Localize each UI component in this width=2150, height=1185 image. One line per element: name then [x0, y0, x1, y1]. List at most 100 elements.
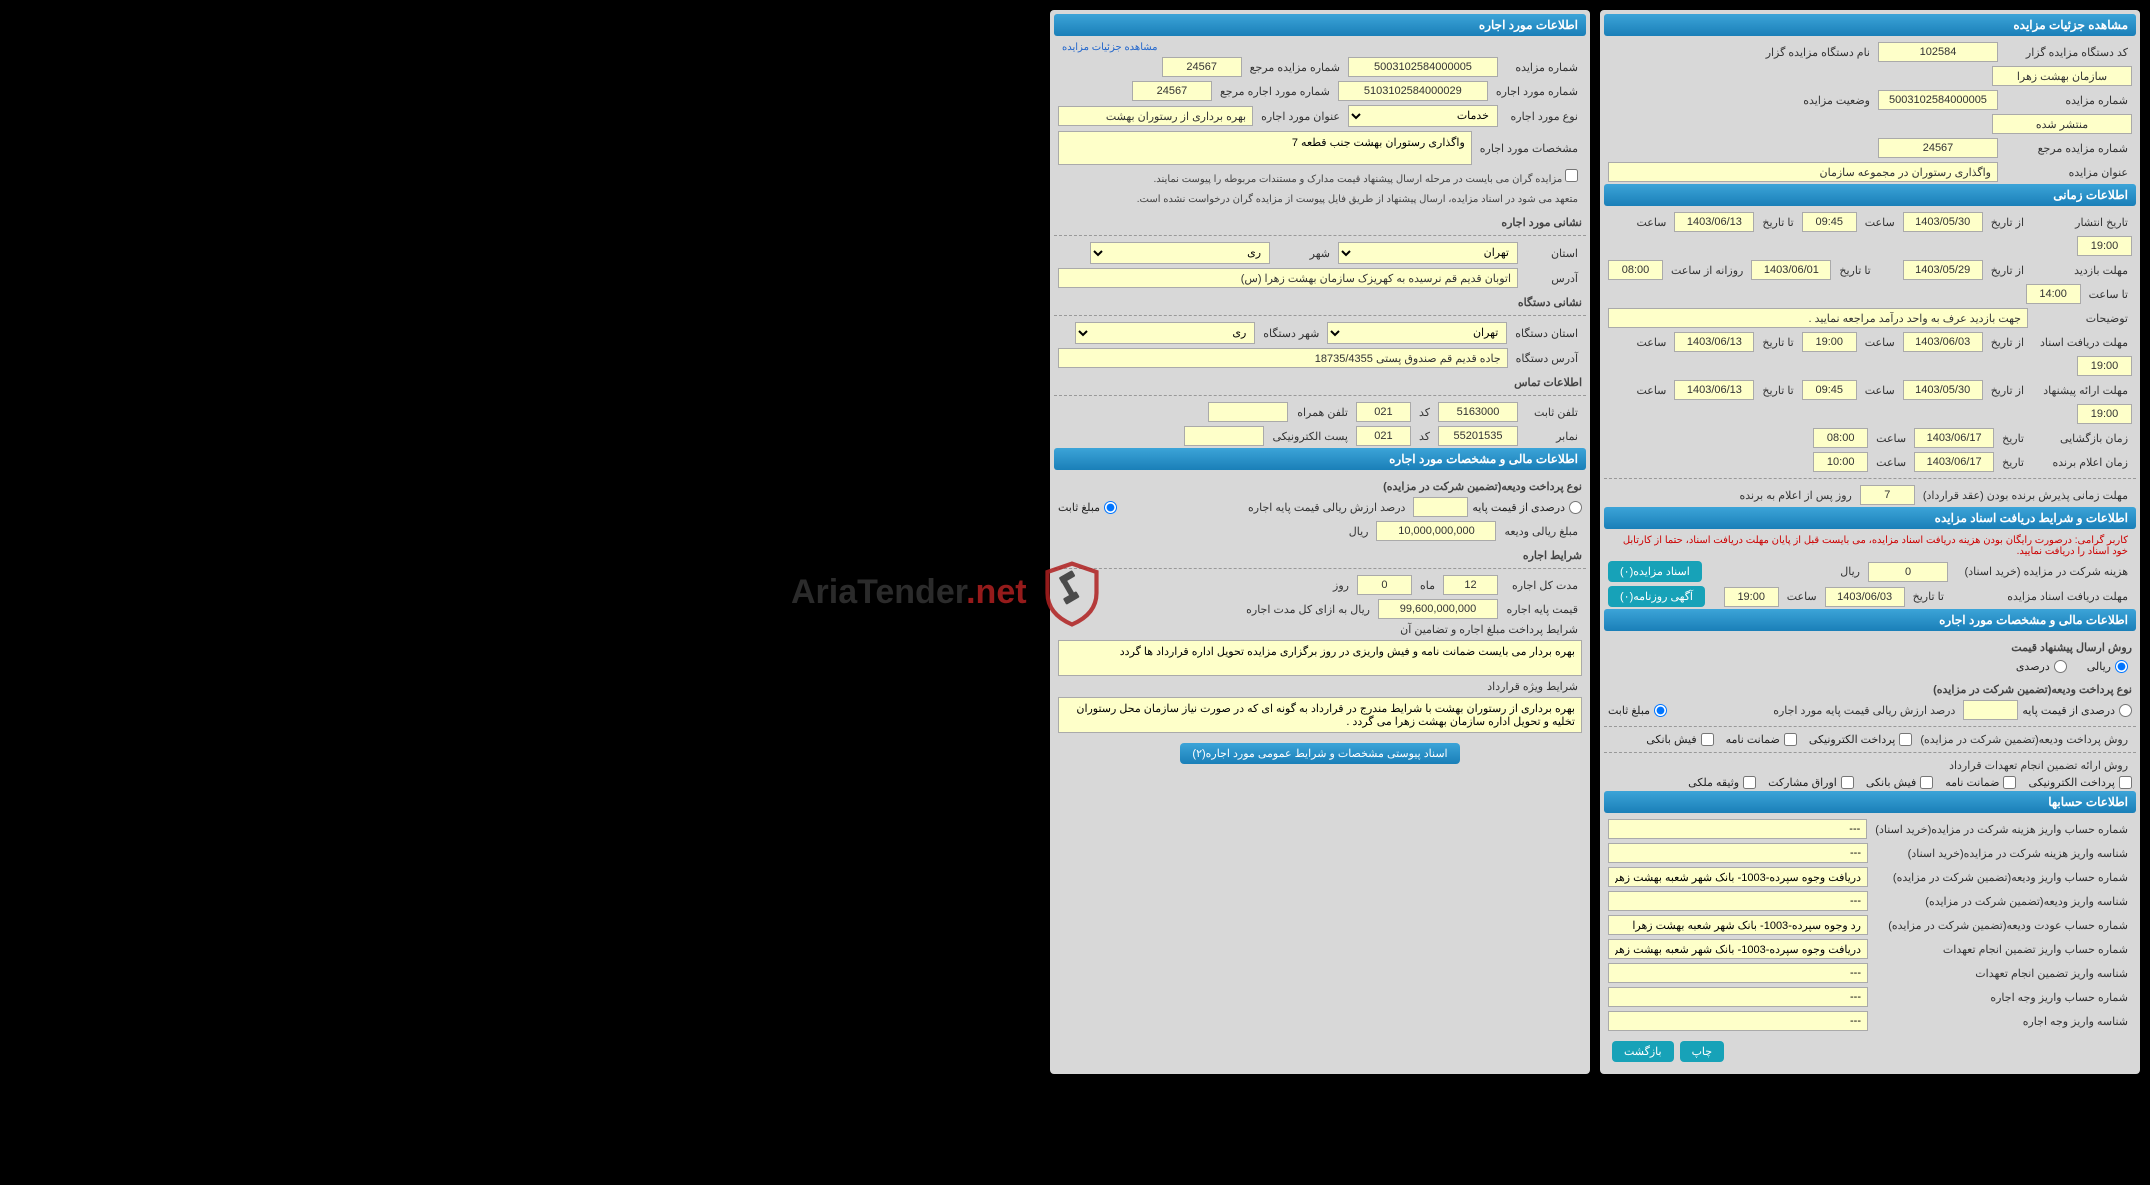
fld-ref-no: [1878, 138, 1998, 158]
radio-base-pct[interactable]: درصدی از قیمت پایه: [2022, 704, 2132, 717]
sel-type[interactable]: خدمات: [1348, 105, 1498, 127]
fld-offer-from-t: [1802, 380, 1857, 400]
fld-code[interactable]: [1356, 402, 1411, 422]
btn-attachments[interactable]: اسناد پیوستی مشخصات و شرایط عمومی مورد ا…: [1180, 743, 1459, 764]
fld-days[interactable]: [1357, 575, 1412, 595]
sel-org-city[interactable]: ری: [1075, 322, 1255, 344]
fld-deadline-date: [1825, 587, 1905, 607]
btn-back[interactable]: بازگشت: [1612, 1041, 1674, 1062]
fld-winner-t: [1813, 452, 1868, 472]
chk-bank[interactable]: فیش بانکی: [1646, 733, 1713, 746]
radio-fixed2[interactable]: مبلغ ثابت: [1058, 501, 1117, 514]
fld-docs-from: [1903, 332, 1983, 352]
fld-acc1: [1608, 819, 1867, 839]
lbl-time9: ساعت: [1783, 590, 1821, 603]
link-view-details[interactable]: مشاهده جزئیات مزایده: [1054, 40, 1586, 55]
note2: متعهد می شود در اسناد مزایده، ارسال پیشن…: [1054, 190, 1586, 210]
fld-offer-to: [1674, 380, 1754, 400]
chk-epay[interactable]: پرداخت الکترونیکی: [1809, 733, 1913, 746]
lbl-base-pct-suffix2: درصد ارزش ریالی قیمت پایه اجاره: [1244, 501, 1409, 514]
fld-acc3: [1608, 867, 1868, 887]
lbl-ref-no: شماره مزایده مرجع: [2002, 142, 2132, 155]
fld-visit-to: [1751, 260, 1831, 280]
btn-newspaper[interactable]: آگهی روزنامه(۰): [1608, 586, 1705, 607]
fld-months[interactable]: [1443, 575, 1498, 595]
fld-acc2: [1608, 843, 1868, 863]
lbl-to2: تا تاریخ: [1835, 264, 1874, 277]
section-header-time: اطلاعات زمانی: [1604, 184, 2136, 206]
fld-fax-code[interactable]: [1356, 426, 1411, 446]
lbl-offer: مهلت ارائه پیشنهاد: [2032, 384, 2132, 397]
rent-info-panel: اطلاعات مورد اجاره مشاهده جزئیات مزایده …: [1050, 10, 1590, 1074]
fld-publish-to-t: [2077, 236, 2132, 256]
lbl-accept-suffix: روز پس از اعلام به برنده: [1735, 489, 1855, 502]
section-header-rent: اطلاعات مورد اجاره: [1054, 14, 1586, 36]
chk-securities[interactable]: اوراق مشارکت: [1768, 776, 1854, 789]
lbl-deposit-type: نوع پرداخت ودیعه(تضمین شرکت در مزایده): [1604, 677, 2136, 698]
sel-province[interactable]: تهران: [1338, 242, 1518, 264]
note1: مزایده گران می بایست در مرحله ارسال پیشن…: [1054, 167, 1586, 190]
fld-org-addr[interactable]: [1058, 348, 1508, 368]
lbl-auction-no: شماره مزایده: [2002, 94, 2132, 107]
fld-acc9: [1608, 1011, 1868, 1031]
chk-property[interactable]: وثیقه ملکی: [1688, 776, 1756, 789]
fld-docs-from-t: [1802, 332, 1857, 352]
chk-guarantee2[interactable]: ضمانت نامه: [1945, 776, 2016, 789]
lbl-org-province: استان دستگاه: [1511, 327, 1582, 340]
sel-city[interactable]: ری: [1090, 242, 1270, 264]
fld-mobile[interactable]: [1208, 402, 1288, 422]
lbl-time2: ساعت: [1632, 216, 1670, 229]
chk-bank2[interactable]: فیش بانکی: [1866, 776, 1933, 789]
fld-pay-cond[interactable]: بهره بردار می بایست ضمانت نامه و فیش وار…: [1058, 640, 1582, 676]
watermark-text: AriaTender.net: [791, 573, 1027, 612]
sel-org-province[interactable]: تهران: [1327, 322, 1507, 344]
lbl-rent-title: عنوان مورد اجاره: [1257, 110, 1344, 123]
fld-acc7: [1608, 963, 1868, 983]
lbl-rent-no: شماره مورد اجاره: [1492, 85, 1582, 98]
fld-desc: [1608, 308, 2028, 328]
lbl-to3: تا تاریخ: [1758, 336, 1797, 349]
lbl-org-code: کد دستگاه مزایده گزار: [2002, 46, 2132, 59]
radio-rial[interactable]: ریالی: [2087, 660, 2128, 673]
fld-spec[interactable]: واگذاری رستوران بهشت جنب قطعه 7: [1058, 131, 1472, 165]
fld-org-name: [1992, 66, 2132, 86]
btn-print[interactable]: چاپ: [1680, 1041, 1725, 1062]
chk-guarantee[interactable]: ضمانت نامه: [1726, 733, 1797, 746]
fld-ref-no2: [1162, 57, 1242, 77]
lbl-from: از تاریخ: [1987, 216, 2028, 229]
lbl-code: کد: [1415, 406, 1434, 419]
chk-note1[interactable]: [1565, 169, 1578, 182]
fld-acc6: [1608, 939, 1868, 959]
lbl-acc9: شناسه واریز وجه اجاره: [1872, 1015, 2132, 1028]
lbl-time4: ساعت: [1632, 336, 1670, 349]
fld-open-date: [1914, 428, 1994, 448]
fld-email[interactable]: [1184, 426, 1264, 446]
fld-open-t: [1813, 428, 1868, 448]
lbl-org-name: نام دستگاه مزایده گزار: [1744, 46, 1874, 59]
fld-special[interactable]: بهره برداری از رستوران بهشت با شرایط مند…: [1058, 697, 1582, 733]
lbl-daily-to: تا ساعت: [2085, 288, 2132, 301]
lbl-rent-ref: شماره مورد اجاره مرجع: [1216, 85, 1334, 98]
radio-base-pct2[interactable]: درصدی از قیمت پایه: [1472, 501, 1582, 514]
fld-fax[interactable]: [1438, 426, 1518, 446]
radio-percent[interactable]: درصدی: [2016, 660, 2067, 673]
lbl-auction-no2: شماره مزایده: [1502, 61, 1582, 74]
lbl-months: ماه: [1416, 579, 1439, 592]
fld-org-code: [1878, 42, 1998, 62]
lbl-winner: زمان اعلام برنده: [2032, 456, 2132, 469]
fld-acc5: [1608, 915, 1868, 935]
fld-auction-title: [1608, 162, 1998, 182]
fld-addr[interactable]: [1058, 268, 1518, 288]
radio-fixed[interactable]: مبلغ ثابت: [1608, 704, 1667, 717]
fld-tel[interactable]: [1438, 402, 1518, 422]
lbl-duration: مدت کل اجاره: [1502, 579, 1582, 592]
lbl-fax: نمابر: [1522, 430, 1582, 443]
fld-deposit: [1376, 521, 1496, 541]
lbl-from2: از تاریخ: [1987, 264, 2028, 277]
lbl-base: قیمت پایه اجاره: [1502, 603, 1582, 616]
lbl-deposit-type2: نوع پرداخت ودیعه(تضمین شرکت در مزایده): [1054, 474, 1586, 495]
chk-epay2[interactable]: پرداخت الکترونیکی: [2028, 776, 2132, 789]
btn-auction-docs[interactable]: اسناد مزایده(۰): [1608, 561, 1702, 582]
section-header-accounts: اطلاعات حسابها: [1604, 791, 2136, 813]
lbl-province: استان: [1522, 247, 1582, 260]
